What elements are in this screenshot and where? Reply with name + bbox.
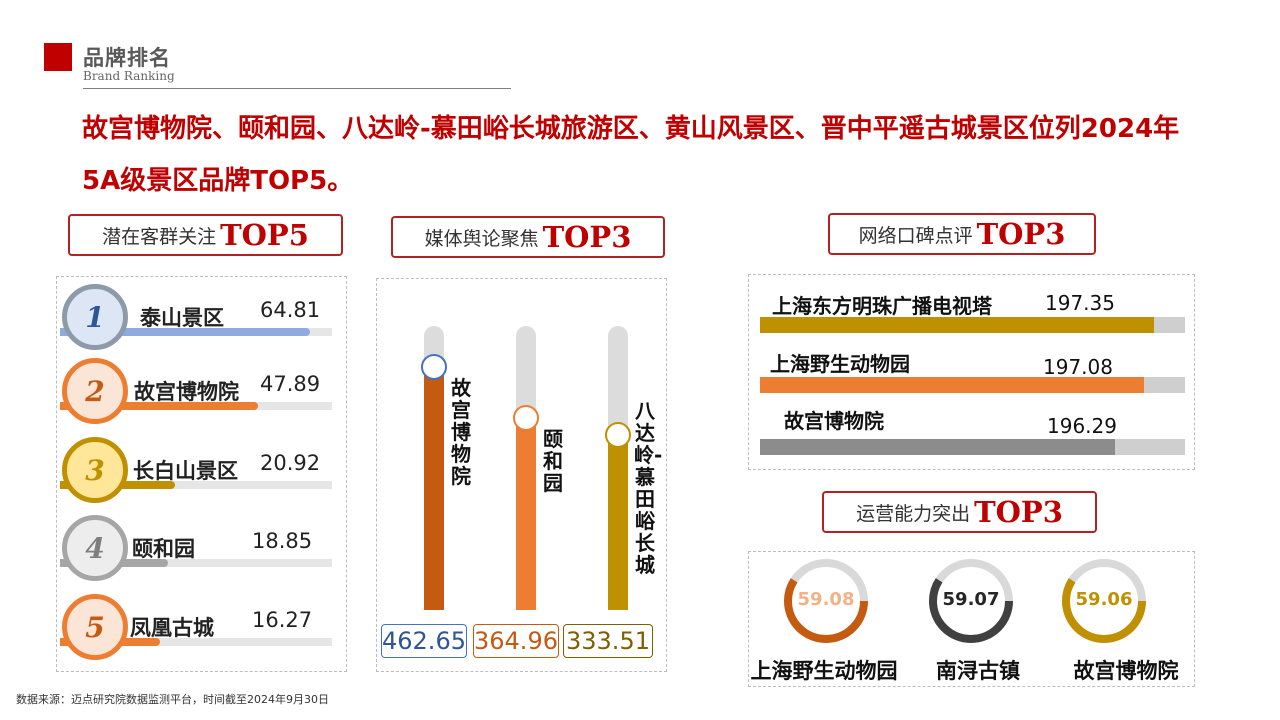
wom-name: 上海东方明珠广播电视塔: [772, 294, 992, 318]
rank-row: 4 颐和园 18.85: [60, 515, 340, 585]
media-bar: [516, 418, 536, 610]
media-bar: [424, 367, 444, 610]
section-title-potential: 潜在客群关注 TOP5: [68, 214, 343, 256]
potential-panel: [56, 276, 347, 672]
rank-name: 颐和园: [132, 537, 195, 561]
rank-value: 16.27: [252, 608, 313, 632]
headline: 故宫博物院、颐和园、八达岭-慕田峪长城旅游区、黄山风景区、晋中平遥古城景区位列2…: [82, 103, 1222, 207]
ops-ring-name: 故宫博物院: [1073, 659, 1179, 683]
ops-ring-name: 上海野生动物园: [750, 659, 898, 683]
rank-name: 泰山景区: [140, 306, 224, 330]
rank-row: 2 故宫博物院 47.89: [60, 358, 340, 428]
ops-ring-name: 南浔古镇: [936, 659, 1020, 683]
headline-line-2: 5A级景区品牌TOP5。: [82, 166, 354, 196]
wom-bar: [760, 377, 1144, 393]
data-source-note: 数据来源：迈点研究院数据监测平台，时间截至2024年9月30日: [16, 693, 329, 706]
rank-number-badge: 1: [62, 284, 128, 350]
media-bar-label: 颐和园: [543, 427, 563, 495]
rank-bar-track: [60, 402, 332, 410]
section-label: 网络口碑点评: [858, 224, 973, 247]
wom-value: 196.29: [1047, 414, 1117, 438]
ops-ring-arc: [929, 559, 1013, 643]
wom-bar-track: [760, 377, 1185, 393]
rank-name: 故宫博物院: [134, 380, 239, 404]
media-value-box: 333.51: [563, 624, 653, 658]
header-accent-square: [44, 43, 72, 71]
section-label: 媒体舆论聚焦: [424, 227, 539, 250]
media-value-box: 364.96: [473, 624, 559, 658]
wom-bar: [760, 317, 1154, 333]
section-top: TOP3: [974, 495, 1063, 529]
rank-value: 20.92: [260, 451, 321, 475]
rank-name: 长白山景区: [133, 459, 238, 483]
rank-number-badge: 3: [62, 437, 128, 503]
headline-line-1: 故宫博物院、颐和园、八达岭-慕田峪长城旅游区、黄山风景区、晋中平遥古城景区位列2…: [82, 114, 1180, 144]
page-subtitle: Brand Ranking: [83, 69, 175, 83]
section-label: 运营能力突出: [856, 502, 971, 525]
section-top: TOP5: [220, 218, 309, 252]
header-divider: [83, 88, 511, 89]
section-top: TOP3: [976, 217, 1066, 251]
ops-ring-arc: [784, 559, 868, 643]
wom-bar-track: [760, 439, 1185, 455]
rank-number-badge: 2: [62, 358, 128, 424]
rank-bar: [60, 328, 310, 336]
rank-name: 凤凰古城: [130, 616, 214, 640]
rank-value: 18.85: [252, 529, 313, 553]
media-bar-label: 八达岭-慕田峪长城: [634, 399, 663, 577]
section-label: 潜在客群关注: [102, 225, 217, 248]
wom-value: 197.35: [1045, 291, 1115, 315]
section-top: TOP3: [542, 220, 632, 254]
ops-ring-value: 59.08: [797, 589, 855, 610]
wom-bar-track: [760, 317, 1185, 333]
page-title: 品牌排名: [83, 46, 171, 70]
section-title-media: 媒体舆论聚焦 TOP3: [391, 216, 665, 258]
wom-name: 上海野生动物园: [770, 352, 910, 376]
rank-row: 3 长白山景区 20.92: [60, 437, 340, 507]
section-title-wom: 网络口碑点评 TOP3: [828, 213, 1096, 255]
section-title-ops: 运营能力突出 TOP3: [822, 491, 1097, 533]
rank-value: 47.89: [260, 372, 321, 396]
ops-ring-value: 59.07: [942, 589, 1000, 610]
media-value-box: 462.65: [381, 624, 467, 658]
rank-bar-track: [60, 328, 332, 336]
wom-name: 故宫博物院: [784, 409, 884, 433]
wom-panel: [748, 274, 1195, 470]
media-bar: [608, 435, 628, 610]
wom-bar: [760, 439, 1115, 455]
media-bar-knob: [513, 405, 539, 431]
rank-bar: [60, 402, 258, 410]
ops-panel: [748, 551, 1195, 687]
ops-ring-value: 59.06: [1075, 589, 1133, 610]
rank-row: 1 泰山景区 64.81: [60, 284, 340, 354]
ops-ring-arc: [1062, 559, 1146, 643]
media-panel: [376, 278, 667, 672]
rank-value: 64.81: [260, 298, 321, 322]
media-bar-knob: [421, 354, 447, 380]
wom-value: 197.08: [1043, 355, 1113, 379]
media-bar-knob: [605, 422, 631, 448]
rank-row: 5 凤凰古城 16.27: [60, 594, 340, 664]
media-bar-label: 故宫博物院: [451, 376, 471, 488]
rank-number-badge: 5: [62, 594, 128, 660]
rank-number-badge: 4: [62, 515, 128, 581]
